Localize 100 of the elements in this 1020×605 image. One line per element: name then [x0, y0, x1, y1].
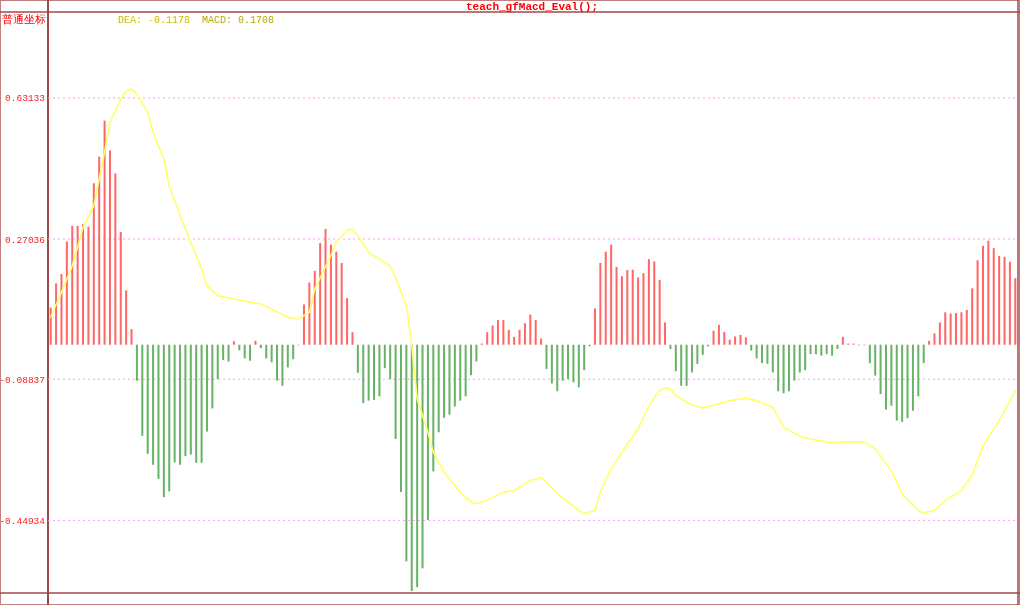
bar	[949, 313, 952, 345]
bar	[723, 331, 726, 345]
bar	[302, 304, 305, 345]
bar	[222, 344, 225, 360]
bar	[200, 344, 203, 463]
bar	[653, 261, 656, 345]
y-tick-label: -0.08837	[0, 374, 45, 386]
bar	[108, 150, 111, 345]
bar	[114, 173, 117, 345]
bar	[637, 277, 640, 345]
bar	[976, 260, 979, 345]
bar	[992, 248, 995, 345]
bar	[895, 344, 898, 421]
bar	[92, 183, 95, 345]
bar	[971, 288, 974, 345]
bar	[1014, 278, 1017, 345]
bar	[475, 344, 478, 362]
bar	[685, 344, 688, 386]
bar	[65, 241, 68, 345]
bar	[405, 344, 408, 562]
bar	[777, 344, 780, 392]
bar	[335, 251, 338, 345]
bar	[378, 344, 381, 397]
bar	[572, 344, 575, 383]
bar	[874, 344, 877, 376]
bar	[308, 282, 311, 345]
bar	[744, 337, 747, 345]
bar	[955, 313, 958, 345]
bar	[437, 344, 440, 433]
text: DEA: -0.1178	[118, 15, 191, 26]
bar	[890, 344, 893, 406]
bar	[254, 340, 257, 345]
bar	[798, 344, 801, 373]
bar	[49, 307, 52, 345]
bar	[583, 344, 586, 371]
bar	[55, 283, 58, 345]
bar	[184, 344, 187, 457]
bar	[324, 229, 327, 345]
bar	[319, 243, 322, 345]
bar	[620, 276, 623, 345]
bar	[351, 332, 354, 345]
bar	[960, 312, 963, 345]
bar	[146, 344, 149, 454]
bar	[911, 344, 914, 411]
bar	[496, 320, 499, 345]
bar	[814, 344, 817, 355]
bar	[373, 344, 376, 400]
bar	[292, 344, 295, 360]
bar	[491, 325, 494, 345]
bar	[599, 263, 602, 345]
bar	[432, 344, 435, 472]
bar	[362, 344, 365, 403]
bar	[356, 344, 359, 373]
bar	[680, 344, 683, 386]
bar	[809, 344, 812, 355]
bar	[712, 330, 715, 345]
bar	[804, 344, 807, 371]
bar	[690, 344, 693, 373]
bar	[540, 338, 543, 345]
bar	[696, 344, 699, 364]
bar	[313, 270, 316, 345]
bar	[728, 339, 731, 345]
bar	[168, 344, 171, 492]
bar	[556, 344, 559, 392]
bar	[771, 344, 774, 373]
bar	[820, 344, 823, 356]
bar	[739, 334, 742, 345]
bar	[443, 344, 446, 418]
bar	[416, 344, 419, 588]
bar	[448, 344, 451, 415]
bar	[928, 340, 931, 345]
bar	[561, 344, 564, 381]
bar	[761, 344, 764, 364]
y-tick-label: 0.63133	[5, 93, 46, 105]
annotation: MACD: 0.1708	[202, 15, 275, 26]
bar	[346, 298, 349, 345]
bar	[879, 344, 882, 394]
y-tick-label: -0.44934	[0, 515, 46, 527]
bar	[831, 344, 834, 356]
bar	[647, 259, 650, 345]
bar	[238, 344, 241, 351]
bar	[734, 336, 737, 345]
bar	[130, 329, 133, 345]
bar	[944, 312, 947, 345]
bar	[917, 344, 920, 397]
bar	[981, 245, 984, 345]
bar	[906, 344, 909, 419]
bar	[135, 344, 138, 381]
bar	[567, 344, 570, 380]
bar	[507, 329, 510, 345]
bar	[766, 344, 769, 364]
bar	[593, 308, 596, 345]
bar	[631, 269, 634, 345]
bar	[205, 344, 208, 432]
bar	[664, 322, 667, 345]
bar	[71, 225, 74, 345]
bar	[717, 324, 720, 345]
bar	[604, 251, 607, 345]
bar	[421, 344, 424, 569]
bar	[550, 344, 553, 384]
